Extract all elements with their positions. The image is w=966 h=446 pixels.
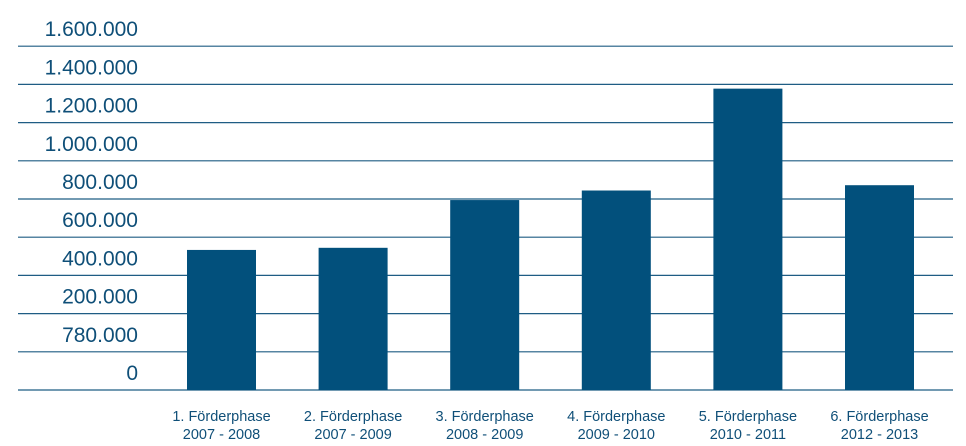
category-label-name: 2. Förderphase <box>304 409 402 425</box>
category-label-name: 3. Förderphase <box>436 409 534 425</box>
y-tick-label: 400.000 <box>62 247 138 270</box>
category-label-period: 2012 - 2013 <box>841 427 918 443</box>
category-label-period: 2010 - 2011 <box>710 427 786 443</box>
bar <box>187 249 256 390</box>
bars <box>187 88 914 391</box>
category-label-period: 2009 - 2010 <box>578 427 655 443</box>
category-label-name: 1. Förderphase <box>172 409 270 425</box>
category-label-period: 2007 - 2008 <box>183 427 260 443</box>
category-label-period: 2008 - 2009 <box>446 427 523 443</box>
category-label-name: 6. Förderphase <box>830 409 928 425</box>
y-tick-label: 600.000 <box>62 209 138 232</box>
category-label-period: 2007 - 2009 <box>314 427 391 443</box>
y-tick-label: 200.000 <box>62 286 138 309</box>
bar <box>318 247 388 390</box>
y-tick-label: 1.400.000 <box>45 56 138 79</box>
bar <box>450 200 520 390</box>
bar <box>713 88 783 391</box>
y-tick-label: 1.000.000 <box>45 133 138 156</box>
y-tick-label: 1.200.000 <box>45 95 138 118</box>
x-axis-category-labels: 1. Förderphase 2007 - 2008 2. Förderphase 2… <box>172 409 928 443</box>
y-tick-label: 0 <box>126 362 138 385</box>
y-tick-label: 1.600.000 <box>45 18 138 41</box>
bar <box>845 185 914 390</box>
bar <box>581 190 651 390</box>
y-tick-label: 800.000 <box>62 171 138 194</box>
category-label-name: 4. Förderphase <box>567 409 665 425</box>
y-tick-label: 780.000 <box>62 324 138 347</box>
y-axis-tick-labels: 0 780.000 200.000 400.000 600.000 800.000 1.00… <box>45 18 138 385</box>
category-label-name: 5. Förderphase <box>699 409 797 425</box>
